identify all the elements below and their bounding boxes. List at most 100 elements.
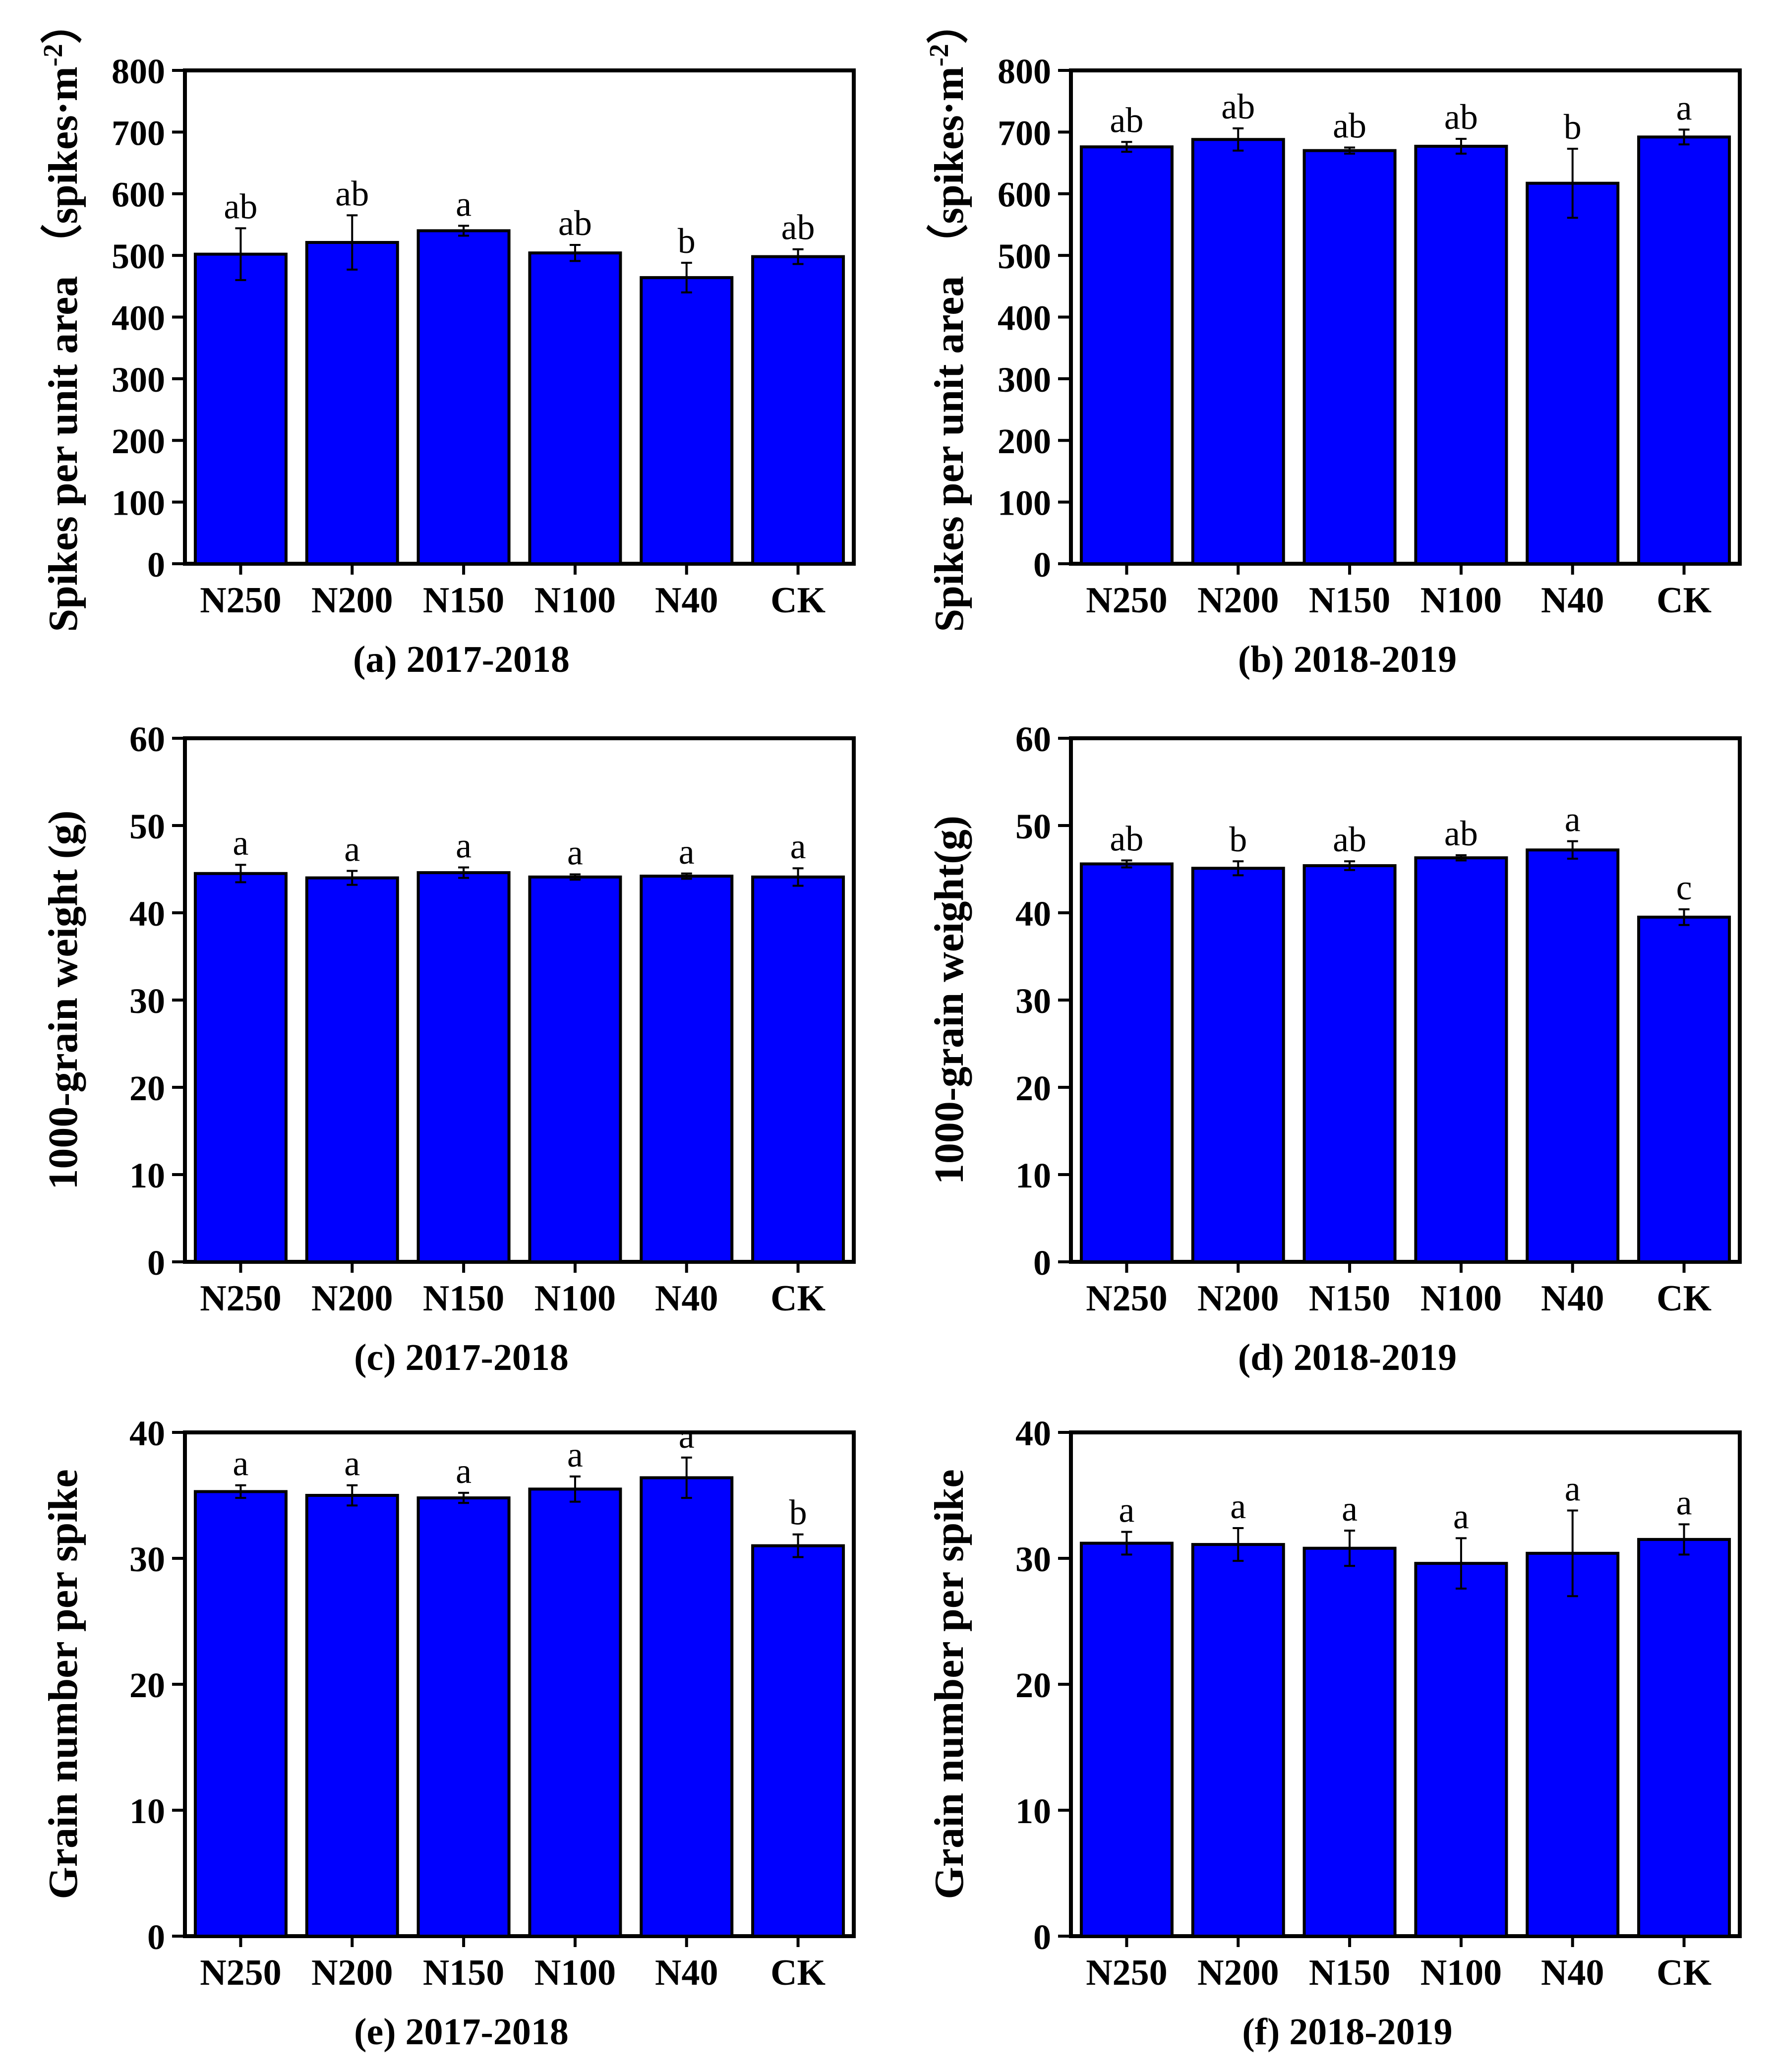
- sig-letter-N40: a: [1565, 1469, 1581, 1508]
- y-tick-label: 0: [147, 1917, 165, 1957]
- y-tick-label: 40: [129, 1414, 165, 1453]
- x-tick-label-N200: N200: [311, 580, 393, 621]
- chart-a: 0 100 200 300 400 500 600 700 800 ab N250 ab N200 a N1…: [0, 0, 886, 691]
- sig-letter-N150: a: [456, 184, 472, 224]
- sig-letter-N250: a: [1119, 1490, 1134, 1530]
- y-axis-label: Spikes per unit area （spikes·m-2）: [38, 2, 86, 632]
- plot-frame: [1069, 68, 1742, 566]
- x-tick-label-N150: N150: [1309, 1953, 1390, 1993]
- y-tick-label: 600: [112, 175, 165, 215]
- y-tick-label: 40: [1015, 1414, 1051, 1453]
- y-tick-label: 10: [1015, 1156, 1051, 1195]
- y-tick-label: 10: [1015, 1791, 1051, 1831]
- chart-c-caption: (c) 2017-2018: [354, 1337, 569, 1378]
- y-tick-label: 300: [112, 360, 165, 400]
- bar-N100: [1414, 856, 1508, 1263]
- sig-letter-N250: ab: [224, 186, 257, 226]
- bar-N40: [1526, 1551, 1620, 1938]
- y-tick-label: 20: [1015, 1068, 1051, 1108]
- chart-a-plot: 0 100 200 300 400 500 600 700 800 ab N250 ab N200 a N1…: [38, 2, 856, 632]
- y-tick-label: 30: [129, 981, 165, 1021]
- bar-N200: [1191, 1543, 1285, 1938]
- y-tick-label: 30: [1015, 981, 1051, 1021]
- y-tick-label: 60: [1015, 719, 1051, 759]
- bar-N250: [193, 1490, 288, 1938]
- sig-letter-N40: a: [679, 1416, 695, 1456]
- sig-letter-N150: ab: [1333, 106, 1366, 145]
- y-tick-label: 600: [998, 175, 1051, 215]
- y-tick-label: 50: [129, 807, 165, 846]
- y-tick-label: 40: [129, 894, 165, 934]
- sig-letter-N40: a: [1565, 800, 1581, 839]
- sig-letter-N40: b: [678, 221, 696, 261]
- bar-CK: [1637, 915, 1731, 1263]
- y-axis-label: Grain number per spike: [926, 1469, 972, 1899]
- plot-frame: [1069, 1430, 1742, 1938]
- sig-letter-N40: a: [679, 832, 695, 872]
- x-tick-label-N250: N250: [200, 1953, 281, 1993]
- y-tick-label: 60: [129, 719, 165, 759]
- x-tick-label-N200: N200: [311, 1953, 393, 1993]
- x-tick-label-N250: N250: [200, 580, 281, 621]
- chart-b-canvas: 0 100 200 300 400 500 600 700 800 ab N250 ab N200 ab N…: [886, 0, 1772, 691]
- y-tick-label: 100: [998, 483, 1051, 523]
- bar-N150: [1302, 1546, 1397, 1938]
- sig-letter-N100: a: [567, 833, 583, 873]
- y-tick-label: 0: [147, 545, 165, 585]
- y-tick-label: 30: [1015, 1539, 1051, 1579]
- bar-N250: [193, 872, 288, 1263]
- sig-letter-N100: a: [567, 1435, 583, 1475]
- x-tick-label-N100: N100: [1420, 1953, 1502, 1993]
- sig-letter-N100: a: [1453, 1496, 1469, 1536]
- plot-frame: [183, 68, 856, 566]
- bar-N100: [528, 875, 622, 1263]
- chart-e: 0 10 20 30 40 a N250 a N200 a N150 a N100 a N40 b CK Grai…: [0, 1381, 886, 2072]
- y-tick-label: 20: [1015, 1665, 1051, 1705]
- chart-d-caption: (d) 2018-2019: [1238, 1337, 1457, 1378]
- sig-letter-CK: ab: [781, 208, 815, 247]
- x-tick-label-N40: N40: [1541, 580, 1604, 621]
- sig-letter-N250: a: [233, 1444, 248, 1483]
- x-tick-label-CK: CK: [770, 580, 826, 621]
- sig-letter-N250: ab: [1110, 819, 1143, 858]
- x-tick-label-CK: CK: [1656, 1953, 1712, 1993]
- bar-N250: [1079, 1541, 1174, 1938]
- x-tick-label-N200: N200: [1197, 1278, 1279, 1319]
- chart-d-canvas: 0 10 20 30 40 50 60 ab N250 b N200 ab N150 ab N100 a N40…: [886, 691, 1772, 1381]
- chart-e-plot: 0 10 20 30 40 a N250 a N200 a N150 a N100 a N40 b CK Grai…: [40, 1414, 856, 1993]
- y-tick-label: 0: [1033, 545, 1051, 585]
- bar-N100: [1414, 1562, 1508, 1938]
- sig-letter-N250: ab: [1110, 100, 1143, 140]
- chart-f-caption: (f) 2018-2019: [1242, 2011, 1453, 2053]
- chart-d: 0 10 20 30 40 50 60 ab N250 b N200 ab N150 ab N100 a N40…: [886, 691, 1772, 1381]
- x-tick-label-N150: N150: [423, 580, 504, 621]
- y-tick-label: 0: [1033, 1917, 1051, 1957]
- bar-N150: [1302, 149, 1397, 565]
- x-tick-label-N40: N40: [655, 1278, 718, 1319]
- x-tick-label-N150: N150: [423, 1278, 504, 1319]
- bar-N250: [1079, 145, 1174, 566]
- y-tick-label: 700: [112, 113, 165, 153]
- chart-c-canvas: 0 10 20 30 40 50 60 a N250 a N200 a N150 a N100 a N40 a CK…: [0, 691, 886, 1381]
- x-tick-label-CK: CK: [1656, 1278, 1712, 1319]
- chart-e-caption: (e) 2017-2018: [354, 2011, 569, 2053]
- y-tick-label: 300: [998, 360, 1051, 400]
- bar-N200: [1191, 138, 1285, 565]
- sig-letter-N100: ab: [558, 203, 592, 243]
- x-tick-label-N100: N100: [534, 1953, 616, 1993]
- y-axis-label: Spikes per unit area （spikes·m-2）: [924, 2, 972, 632]
- y-tick-label: 200: [112, 421, 165, 461]
- sig-letter-N100: ab: [1444, 814, 1478, 853]
- x-tick-label-N250: N250: [1086, 1278, 1167, 1319]
- x-tick-label-N250: N250: [1086, 1953, 1167, 1993]
- sig-letter-N200: b: [1229, 820, 1247, 859]
- sig-letter-CK: a: [1676, 88, 1692, 127]
- x-tick-label-N40: N40: [655, 1953, 718, 1993]
- y-tick-label: 800: [112, 52, 165, 91]
- sig-letter-N200: ab: [335, 174, 369, 213]
- plot-frame: [183, 736, 856, 1264]
- x-tick-label-N100: N100: [1420, 580, 1502, 621]
- bar-N150: [416, 1496, 511, 1938]
- bar-N40: [1526, 181, 1620, 565]
- bar-N150: [416, 871, 511, 1264]
